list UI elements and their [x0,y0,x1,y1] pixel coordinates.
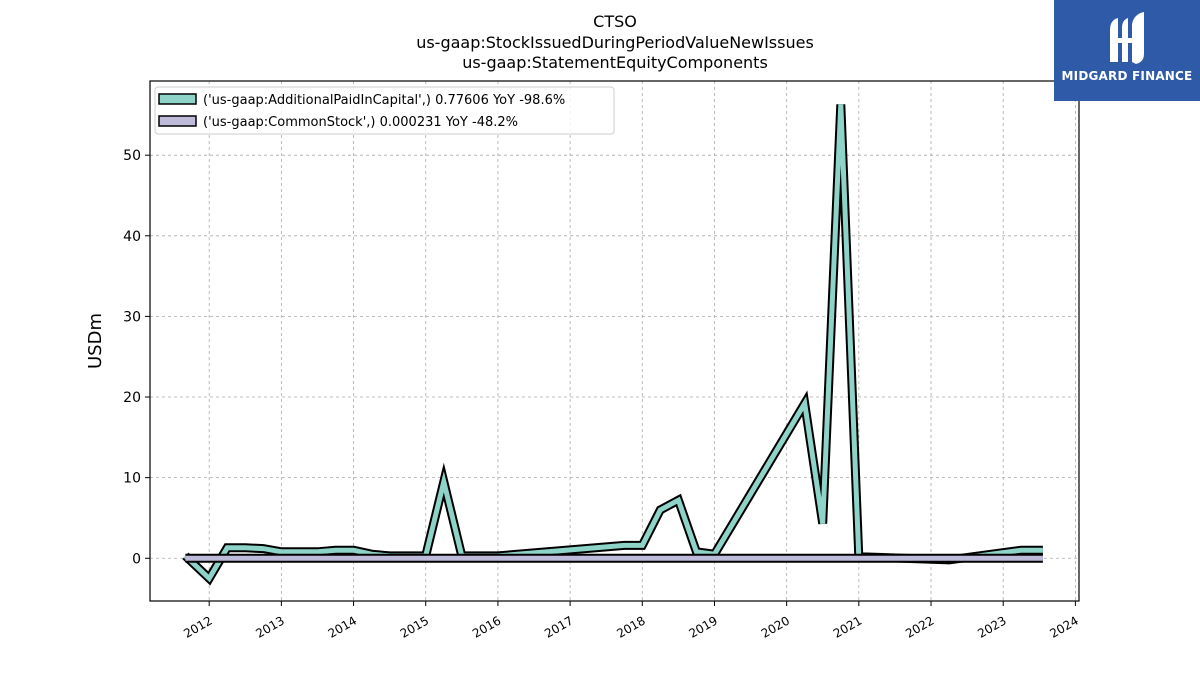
y-axis: 0 10 20 30 40 50 [123,148,150,567]
legend-label-common-stock: ('us-gaap:CommonStock',) 0.000231 YoY -4… [203,115,518,130]
legend-label-additional-paid-in-capital: ('us-gaap:AdditionalPaidInCapital',) 0.7… [203,93,565,108]
x-tick-label: 2012 [181,613,214,640]
chart-title-line-3: us-gaap:StatementEquityComponents [462,53,768,72]
x-tick-label: 2018 [614,613,647,640]
logo-text: MIDGARD FINANCE [1061,69,1193,83]
series-line-additional-paid-in-capital-outline [182,104,1043,586]
midgard-logo-icon [1110,12,1144,64]
legend: ('us-gaap:AdditionalPaidInCapital',) 0.7… [154,86,615,135]
y-axis-label: USDm [85,313,106,369]
chart-title: CTSO us-gaap:StockIssuedDuringPeriodValu… [416,12,814,72]
plot-frame [149,80,1080,602]
series-layer [182,104,1043,586]
x-tick-label: 2014 [326,613,359,640]
x-tick-label: 2024 [1047,613,1080,640]
y-tick-label: 50 [123,148,141,164]
y-tick-label: 20 [123,390,141,406]
x-tick-label: 2022 [903,613,936,640]
x-tick-label: 2020 [759,613,792,640]
midgard-finance-logo: MIDGARD FINANCE [1054,0,1200,101]
x-tick-label: 2015 [398,613,431,640]
legend-swatch-common-stock [158,115,197,127]
chart-title-line-1: CTSO [593,12,637,31]
x-tick-label: 2021 [831,613,864,640]
y-tick-label: 30 [123,309,141,325]
chart-title-line-2: us-gaap:StockIssuedDuringPeriodValueNewI… [416,33,814,52]
legend-swatch-additional-paid-in-capital [158,93,197,105]
x-tick-label: 2019 [687,613,720,640]
legend-box [154,86,615,135]
x-axis: 2012 2013 2014 2015 2016 2017 2018 2019 2020 2021… [181,601,1081,641]
series-line-additional-paid-in-capital [183,104,1043,583]
y-tick-label: 40 [123,229,141,245]
x-tick-label: 2017 [542,613,575,640]
grid [150,81,1079,601]
x-tick-label: 2023 [975,613,1008,640]
x-tick-label: 2016 [470,613,503,640]
x-tick-label: 2013 [253,613,286,640]
y-tick-label: 0 [132,551,141,567]
y-tick-label: 10 [123,471,141,487]
